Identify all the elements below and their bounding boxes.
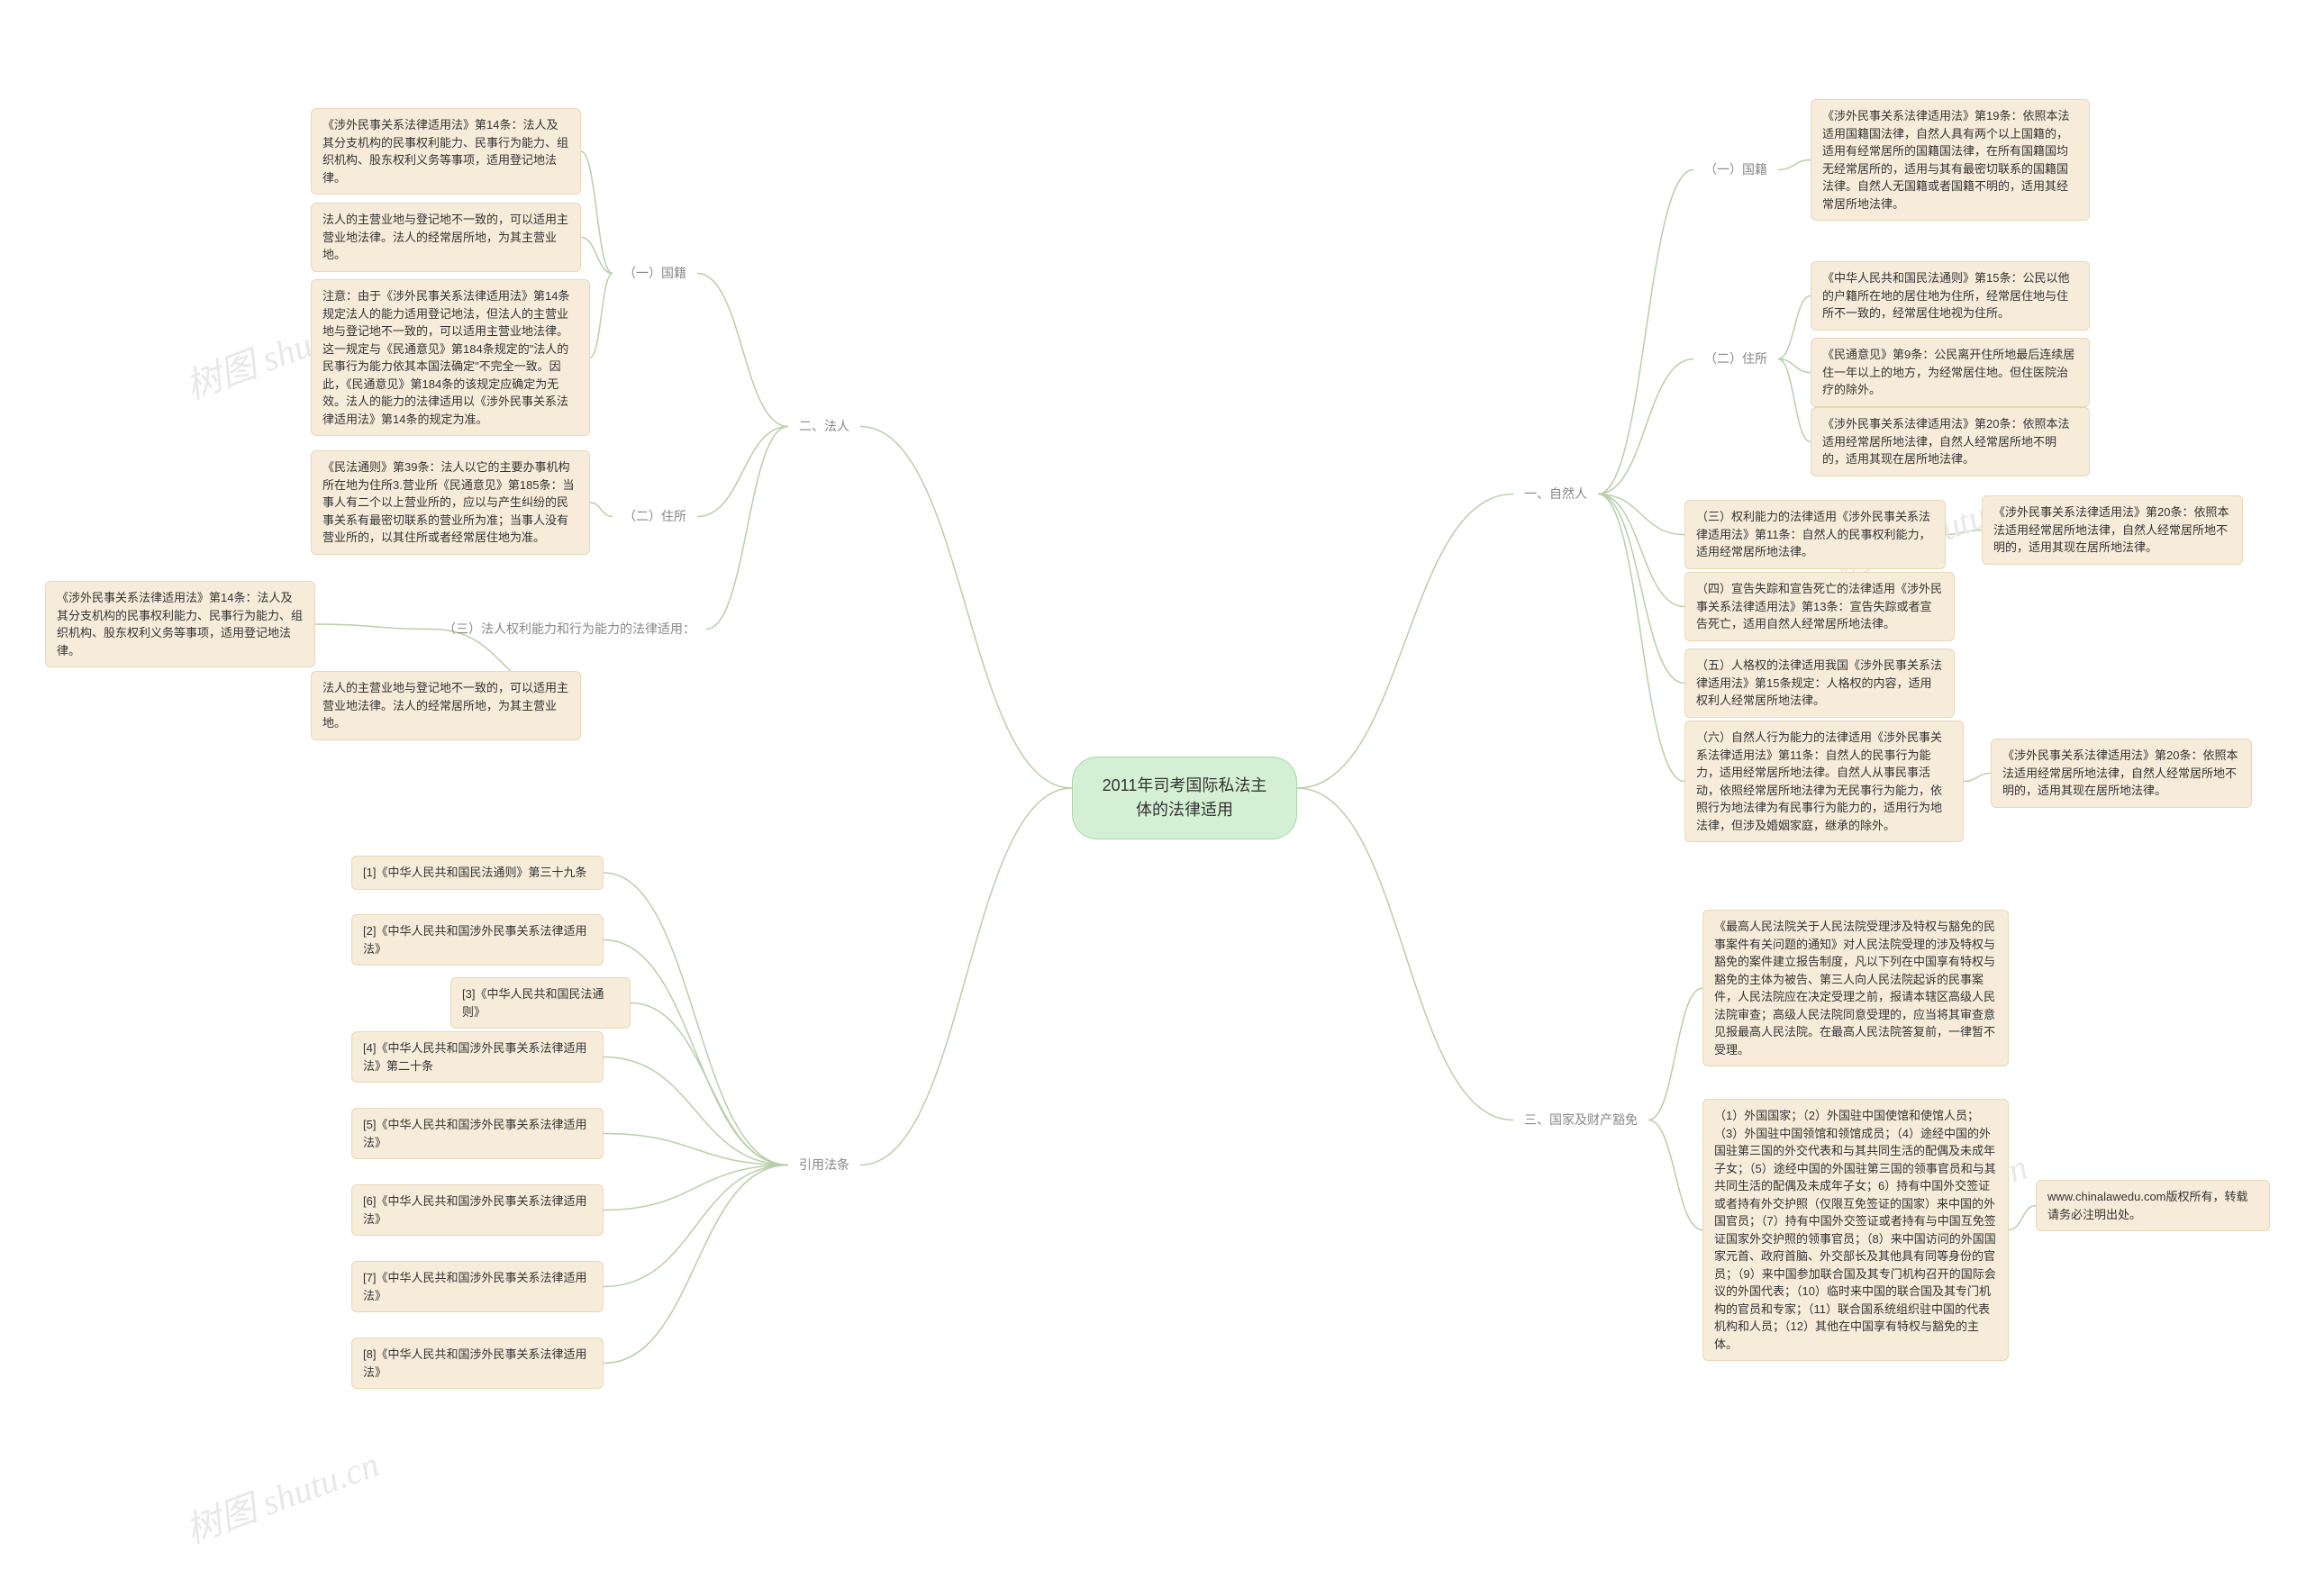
leaf-b3c1-2: 注意：由于《涉外民事关系法律适用法》第14条规定法人的能力适用登记地法，但法人的… bbox=[311, 279, 590, 436]
branch-b2: 三、国家及财产豁免 bbox=[1513, 1103, 1648, 1137]
node-b4c8: [8]《中华人民共和国涉外民事关系法律适用法》 bbox=[351, 1338, 604, 1389]
leaf-b1c1-0: 《涉外民事关系法律适用法》第19条：依照本法适用国籍国法律，自然人具有两个以上国… bbox=[1811, 99, 2090, 221]
leaf-b3c1-0: 《涉外民事关系法律适用法》第14条：法人及其分支机构的民事权利能力、民事行为能力… bbox=[311, 108, 581, 195]
node-b3c2: （二）住所 bbox=[613, 500, 697, 533]
leaf-b2c2-0: www.chinalawedu.com版权所有，转载请务必注明出处。 bbox=[2036, 1180, 2270, 1231]
node-b4c4: [4]《中华人民共和国涉外民事关系法律适用法》第二十条 bbox=[351, 1031, 604, 1083]
node-b1c2: （二）住所 bbox=[1693, 342, 1778, 376]
leaf-b1c2-1: 《民通意见》第9条：公民离开住所地最后连续居住一年以上的地方，为经常居住地。但住… bbox=[1811, 338, 2090, 407]
leaf-b3c3-0: 《涉外民事关系法律适用法》第14条：法人及其分支机构的民事权利能力、民事行为能力… bbox=[45, 581, 315, 667]
mindmap-canvas: 树图 shutu.cn树图 shutu.cn树图 shutu.cn树图 shut… bbox=[0, 0, 2306, 1596]
node-b2c2: （1）外国国家；（2）外国驻中国使馆和使馆人员；（3）外国驻中国领馆和领馆成员；… bbox=[1702, 1099, 2009, 1361]
node-b4c7: [7]《中华人民共和国涉外民事关系法律适用法》 bbox=[351, 1261, 604, 1312]
node-b4c3: [3]《中华人民共和国民法通则》 bbox=[450, 977, 631, 1029]
node-b3c3: （三）法人权利能力和行为能力的法律适用： bbox=[432, 612, 706, 646]
leaf-b1c2-0: 《中华人民共和国民法通则》第15条：公民以他的户籍所在地的居住地为住所，经常居住… bbox=[1811, 261, 2090, 331]
node-b4c5: [5]《中华人民共和国涉外民事关系法律适用法》 bbox=[351, 1108, 604, 1159]
node-b2c1: 《最高人民法院关于人民法院受理涉及特权与豁免的民事案件有关问题的通知》对人民法院… bbox=[1702, 910, 2009, 1066]
node-b4c6: [6]《中华人民共和国涉外民事关系法律适用法》 bbox=[351, 1184, 604, 1236]
branch-b1: 一、自然人 bbox=[1513, 477, 1598, 511]
watermark-3: 树图 shutu.cn bbox=[177, 1435, 386, 1553]
node-b4c1: [1]《中华人民共和国民法通则》第三十九条 bbox=[351, 856, 604, 890]
leaf-b3c1-1: 法人的主营业地与登记地不一致的，可以适用主营业地法律。法人的经常居所地，为其主营… bbox=[311, 203, 581, 272]
center-node: 2011年司考国际私法主体的法律适用 bbox=[1072, 757, 1297, 839]
branch-b3: 二、法人 bbox=[788, 410, 860, 443]
node-b1c3: （三）权利能力的法律适用《涉外民事关系法律适用法》第11条：自然人的民事权利能力… bbox=[1684, 500, 1946, 569]
node-b1c1: （一）国籍 bbox=[1693, 153, 1778, 186]
branch-b4: 引用法条 bbox=[788, 1148, 860, 1182]
leaf-b1c3-0: 《涉外民事关系法律适用法》第20条：依照本法适用经常居所地法律，自然人经常居所地… bbox=[1982, 495, 2243, 565]
leaf-b1c2-2: 《涉外民事关系法律适用法》第20条：依照本法适用经常居所地法律，自然人经常居所地… bbox=[1811, 407, 2090, 476]
leaf-b3c3-1: 法人的主营业地与登记地不一致的，可以适用主营业地法律。法人的经常居所地，为其主营… bbox=[311, 671, 581, 740]
leaf-b1c6-0: 《涉外民事关系法律适用法》第20条：依照本法适用经常居所地法律，自然人经常居所地… bbox=[1991, 739, 2252, 808]
leaf-b3c2-0: 《民法通则》第39条：法人以它的主要办事机构所在地为住所3.营业所《民通意见》第… bbox=[311, 450, 590, 555]
node-b1c4: （四）宣告失踪和宣告死亡的法律适用《涉外民事关系法律适用法》第13条：宣告失踪或… bbox=[1684, 572, 1955, 641]
node-b1c5: （五）人格权的法律适用我国《涉外民事关系法律适用法》第15条规定：人格权的内容，… bbox=[1684, 648, 1955, 718]
node-b3c1: （一）国籍 bbox=[613, 257, 697, 290]
node-b4c2: [2]《中华人民共和国涉外民事关系法律适用法》 bbox=[351, 914, 604, 966]
node-b1c6: （六）自然人行为能力的法律适用《涉外民事关系法律适用法》第11条：自然人的民事行… bbox=[1684, 721, 1964, 842]
